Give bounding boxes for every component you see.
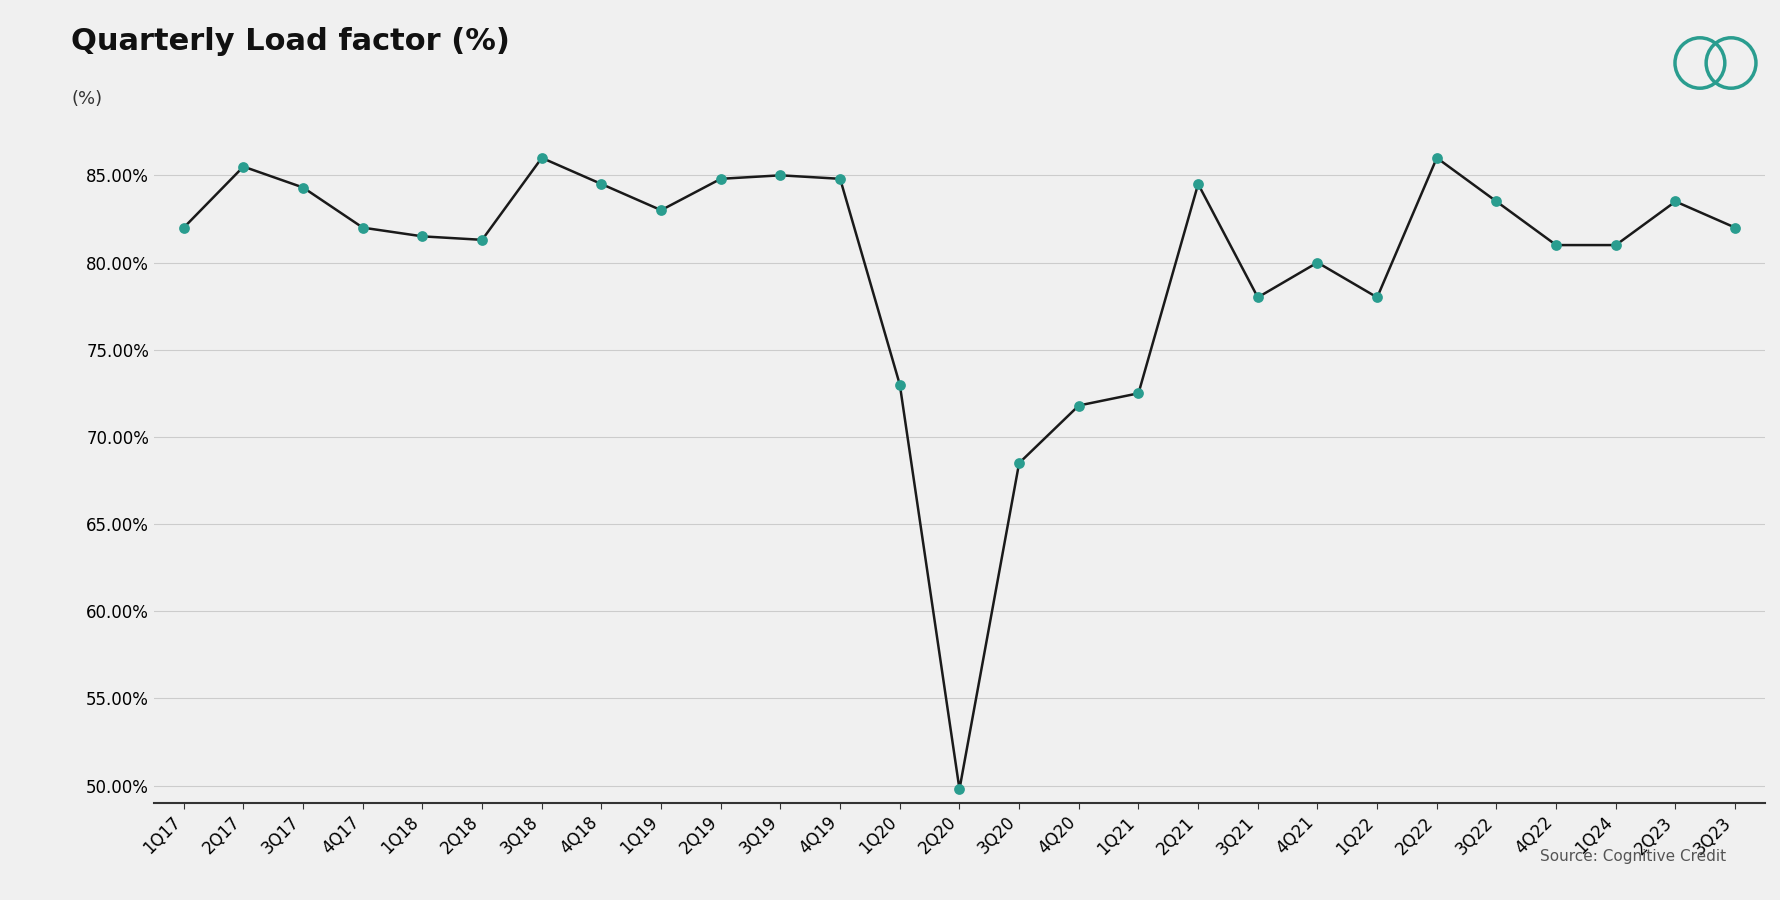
Point: [886, 377, 915, 392]
Point: [1184, 176, 1212, 191]
Point: [1244, 290, 1273, 304]
Point: [1422, 150, 1451, 165]
Text: Source: Cognitive Credit: Source: Cognitive Credit: [1540, 849, 1727, 864]
Point: [1125, 386, 1153, 400]
Point: [1363, 290, 1392, 304]
Point: [1721, 220, 1750, 235]
Text: Quarterly Load factor (%): Quarterly Load factor (%): [71, 27, 511, 56]
Point: [765, 168, 794, 183]
Point: [1661, 194, 1689, 209]
Point: [527, 150, 555, 165]
Point: [349, 220, 377, 235]
Point: [945, 782, 974, 796]
Point: [230, 159, 258, 174]
Point: [288, 180, 317, 194]
Point: [1303, 256, 1331, 270]
Point: [169, 220, 198, 235]
Text: (%): (%): [71, 90, 101, 108]
Point: [1541, 238, 1570, 252]
Point: [826, 172, 854, 186]
Point: [707, 172, 735, 186]
Point: [1064, 399, 1093, 413]
Point: [1602, 238, 1630, 252]
Point: [408, 230, 436, 244]
Point: [646, 203, 675, 218]
Point: [468, 232, 497, 247]
Point: [1006, 456, 1034, 471]
Point: [1483, 194, 1511, 209]
Point: [587, 176, 616, 191]
